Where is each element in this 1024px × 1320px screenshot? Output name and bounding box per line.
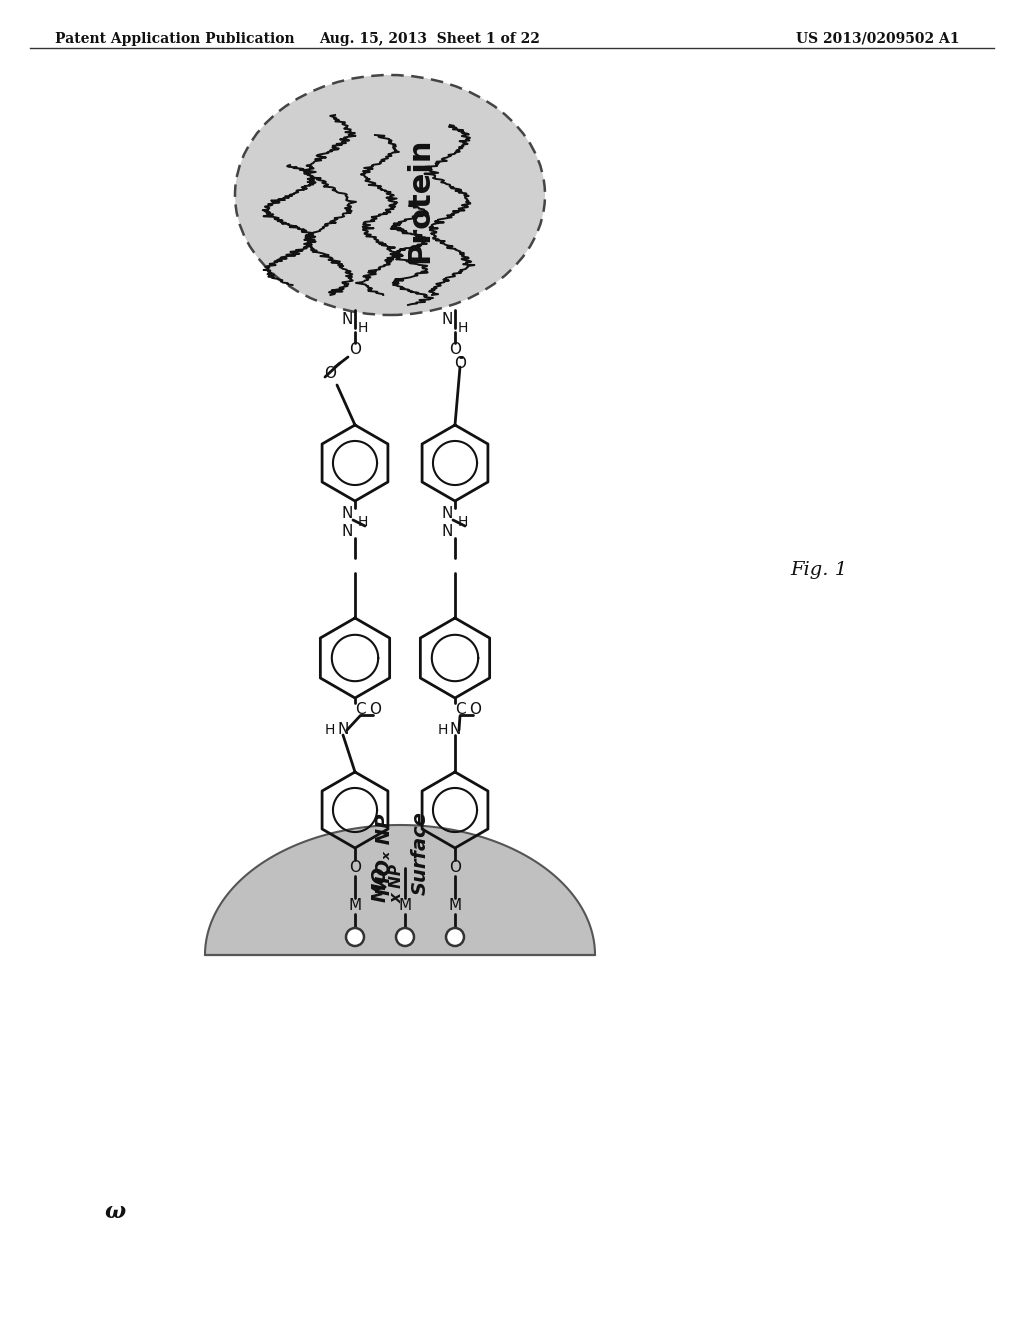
Text: ω: ω (104, 1201, 126, 1224)
Text: N: N (341, 313, 352, 327)
Text: O: O (449, 861, 461, 875)
Text: Patent Application Publication: Patent Application Publication (55, 32, 295, 46)
Text: x NP: x NP (390, 865, 406, 903)
Text: N: N (337, 722, 349, 738)
Text: MO: MO (371, 866, 390, 902)
Text: Protein: Protein (406, 137, 434, 263)
Text: M: M (348, 899, 361, 913)
Text: H: H (357, 515, 369, 529)
Text: O: O (369, 702, 381, 718)
Text: H: H (458, 515, 468, 529)
Text: M: M (449, 899, 462, 913)
Text: US 2013/0209502 A1: US 2013/0209502 A1 (797, 32, 961, 46)
Text: O: O (469, 702, 481, 718)
Text: N: N (441, 507, 453, 521)
Text: N: N (441, 524, 453, 540)
Text: O: O (449, 342, 461, 358)
Text: N: N (341, 524, 352, 540)
Circle shape (396, 928, 414, 946)
Text: N: N (441, 313, 453, 327)
Ellipse shape (234, 75, 545, 315)
Text: H: H (458, 321, 468, 335)
Text: O: O (454, 355, 466, 371)
Circle shape (446, 928, 464, 946)
Text: N: N (450, 722, 461, 738)
Text: MOₓ NP: MOₓ NP (376, 813, 394, 895)
Text: O: O (349, 861, 361, 875)
Circle shape (346, 928, 364, 946)
Text: M: M (398, 899, 412, 913)
Text: Surface: Surface (411, 810, 429, 895)
Text: Fig. 1: Fig. 1 (790, 561, 847, 579)
Polygon shape (205, 825, 595, 954)
Text: Aug. 15, 2013  Sheet 1 of 22: Aug. 15, 2013 Sheet 1 of 22 (319, 32, 541, 46)
Text: N: N (341, 507, 352, 521)
Text: C: C (455, 702, 465, 718)
Text: H: H (438, 723, 449, 737)
Text: O: O (349, 342, 361, 358)
Text: C: C (354, 702, 366, 718)
Text: H: H (357, 321, 369, 335)
Text: O: O (324, 366, 336, 380)
Text: H: H (325, 723, 335, 737)
